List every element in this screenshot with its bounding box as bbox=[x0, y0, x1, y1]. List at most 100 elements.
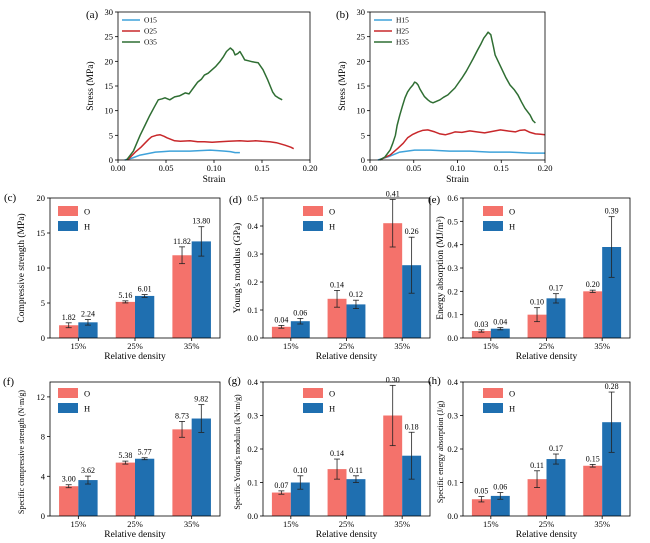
panel-f-legend-label-o: O bbox=[84, 389, 90, 399]
panel-a-ytick-label: 30 bbox=[105, 7, 114, 17]
panel-a-xlabel: Strain bbox=[203, 175, 226, 185]
panel-a-ytick-label: 20 bbox=[105, 56, 114, 66]
panel-f-data-label-o-0: 3.00 bbox=[62, 475, 76, 484]
panel-f-legend-label-h: H bbox=[84, 404, 90, 414]
panel-d-data-label-h-2: 0.26 bbox=[405, 227, 419, 236]
panel-g-bar-o-2 bbox=[383, 415, 403, 516]
panel-e-ytick-label: 0.6 bbox=[447, 193, 458, 203]
panel-h-ytick-label: 0.0 bbox=[447, 511, 458, 521]
panel-b-legend-label-h15: H15 bbox=[396, 16, 409, 25]
panel-h-legend-label-h: H bbox=[509, 404, 515, 414]
panel-d-legend-label-h: H bbox=[329, 222, 335, 232]
panel-f-ytick-label: 8 bbox=[41, 432, 45, 442]
panel-f-data-label-o-2: 8.73 bbox=[175, 411, 189, 420]
panel-h-ytick-label: 0.4 bbox=[447, 377, 458, 387]
panel-h-ytick-label: 0.3 bbox=[447, 411, 458, 421]
panel-f-bar-o-2 bbox=[172, 429, 192, 516]
panel-a-ylabel: Stress (MPa) bbox=[85, 61, 96, 110]
panel-e-ytick-label: 0.4 bbox=[447, 240, 458, 250]
panel-f-ytick-label: 12 bbox=[37, 392, 46, 402]
panel-g-label: (g) bbox=[228, 375, 241, 387]
panel-c-data-label-h-2: 13.80 bbox=[192, 217, 210, 226]
panel-h-bar-o-1 bbox=[527, 479, 547, 516]
panel-g-ylabel: Specific Young's modulus (kN·m/g) bbox=[233, 394, 242, 510]
panel-d-bar-h-2 bbox=[402, 265, 422, 338]
panel-b-xtick-label: 0.15 bbox=[494, 163, 509, 173]
panel-d-category-label: 15% bbox=[283, 341, 299, 351]
panel-g-category-label: 35% bbox=[394, 519, 410, 529]
panel-h-xlabel: Relative density bbox=[516, 530, 578, 540]
panel-g-category-label: 15% bbox=[283, 519, 299, 529]
panel-a-xtick-label: 0.20 bbox=[303, 163, 318, 173]
panel-a: 0.00 0.05 0.10 0.15 0.20 O15 O25 O35 0 5 10 15 20 25 3… bbox=[85, 7, 317, 185]
panel-f-category-label: 15% bbox=[71, 519, 87, 529]
panel-d-bar-o-1 bbox=[327, 298, 347, 338]
panel-b-xtick-label: 0.05 bbox=[406, 163, 421, 173]
panel-h-bar-o-2 bbox=[583, 465, 603, 516]
panel-e-category-label: 25% bbox=[539, 341, 555, 351]
panel-f-data-label-o-1: 5.38 bbox=[118, 451, 132, 460]
panel-g-legend-swatch-o bbox=[303, 388, 323, 398]
panel-b-ytick-label: 15 bbox=[357, 81, 366, 91]
panel-b-ytick-label: 0 bbox=[361, 155, 365, 165]
panel-a-xtick-label: 0.10 bbox=[207, 163, 222, 173]
panel-e-bar-o-1 bbox=[527, 314, 547, 338]
panel-e-legend-swatch-o bbox=[483, 206, 503, 216]
panel-e-legend-label-h: H bbox=[509, 222, 515, 232]
panel-a-legend-label-o35: O35 bbox=[144, 38, 157, 47]
panel-c-bar-h-0 bbox=[78, 322, 98, 338]
panel-b-xtick-label: 0.20 bbox=[538, 163, 553, 173]
panel-d-label: (d) bbox=[229, 194, 242, 206]
panel-g-ytick-label: 0.3 bbox=[247, 411, 258, 421]
panel-c-bar-o-1 bbox=[115, 301, 135, 338]
panel-c-label: (c) bbox=[4, 192, 17, 204]
panel-e-xlabel: Relative density bbox=[516, 352, 578, 362]
panel-e-ytick-label: 0.3 bbox=[447, 263, 458, 273]
panel-g-bar-h-1 bbox=[346, 479, 366, 516]
panel-h-bar-h-0 bbox=[490, 495, 510, 516]
panel-e-data-label-h-0: 0.04 bbox=[493, 318, 507, 327]
panel-g-ytick-label: 0.0 bbox=[247, 511, 258, 521]
panel-f-ytick-label: 0 bbox=[41, 511, 45, 521]
panel-g-bar-h-2 bbox=[402, 455, 422, 516]
panel-g-data-label-h-1: 0.11 bbox=[349, 466, 363, 475]
panel-f-label: (f) bbox=[3, 376, 14, 388]
panel-e-bar-h-0 bbox=[490, 328, 510, 338]
panel-d-data-label-h-1: 0.12 bbox=[349, 290, 363, 299]
panel-d-ytick-label: 0.4 bbox=[247, 221, 258, 231]
panel-g-ytick-label: 0.1 bbox=[247, 478, 258, 488]
panel-d-bar-h-0 bbox=[290, 321, 310, 338]
panel-b-ytick-label: 20 bbox=[357, 56, 366, 66]
panel-h-label: (h) bbox=[428, 375, 441, 387]
panel-g: 15% 25% 35% 0.07 0.14 0.30 O 0.10 0.11 0.18 H 0.0 0.… bbox=[228, 375, 431, 540]
panel-g-legend-swatch-h bbox=[303, 403, 323, 413]
panel-b-ytick-label: 10 bbox=[357, 106, 366, 116]
panel-d-legend-swatch-h bbox=[303, 221, 323, 231]
panel-g-data-label-o-0: 0.07 bbox=[274, 481, 288, 490]
panel-h-data-label-o-1: 0.11 bbox=[530, 461, 544, 470]
panel-c-data-label-o-1: 5.16 bbox=[118, 291, 132, 300]
panel-b-legend-label-h25: H25 bbox=[396, 27, 409, 36]
panel-d-ytick-label: 0.0 bbox=[247, 333, 258, 343]
panel-d-category-label: 35% bbox=[394, 341, 410, 351]
panel-h-ytick-label: 0.2 bbox=[447, 444, 458, 454]
panel-h: 15% 25% 35% 0.05 0.11 0.15 O 0.06 0.17 0.28 H 0.0 0.… bbox=[428, 375, 631, 540]
panel-b-ytick-label: 30 bbox=[357, 7, 366, 17]
panel-e-bar-o-2 bbox=[583, 291, 603, 338]
panel-a-ytick-label: 25 bbox=[105, 32, 114, 42]
panel-e-ytick-label: 0.1 bbox=[447, 310, 458, 320]
panel-f-bar-h-1 bbox=[135, 458, 155, 516]
panel-b-xtick-label: 0.10 bbox=[450, 163, 465, 173]
panel-h-category-label: 35% bbox=[594, 519, 610, 529]
panel-h-legend-label-o: O bbox=[509, 389, 515, 399]
panel-e-bar-o-0 bbox=[471, 331, 491, 338]
panel-f-category-label: 35% bbox=[184, 519, 200, 529]
panel-e-data-label-o-2: 0.20 bbox=[586, 280, 600, 289]
panel-c-category-label: 35% bbox=[184, 341, 200, 351]
panel-a-xtick-label: 0.05 bbox=[159, 163, 174, 173]
panel-d-frame bbox=[262, 197, 431, 339]
panel-h-data-label-h-0: 0.06 bbox=[493, 483, 507, 492]
panel-e-data-label-o-1: 0.10 bbox=[530, 298, 544, 307]
panel-a-series-o25-line bbox=[127, 134, 295, 161]
